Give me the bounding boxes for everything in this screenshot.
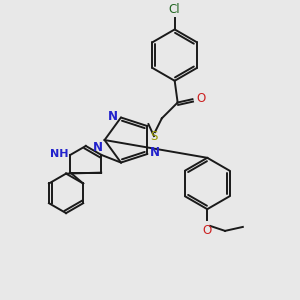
Text: S: S	[150, 130, 158, 142]
Text: O: O	[202, 224, 212, 237]
Text: N: N	[93, 141, 103, 154]
Text: N: N	[108, 110, 118, 123]
Text: Cl: Cl	[169, 3, 181, 16]
Text: N: N	[149, 146, 159, 160]
Text: O: O	[196, 92, 206, 105]
Text: NH: NH	[50, 149, 68, 159]
